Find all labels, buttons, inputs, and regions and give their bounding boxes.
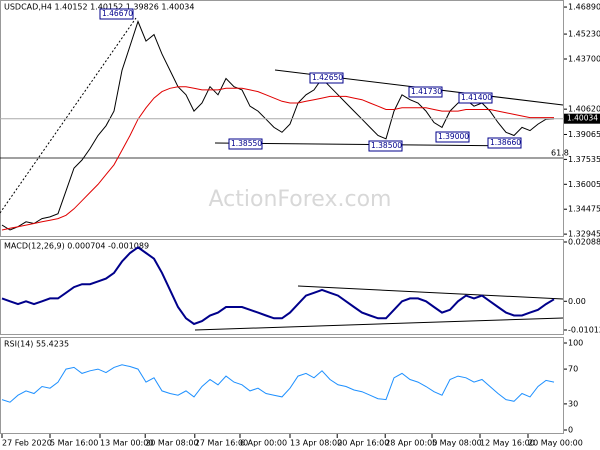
trend-line bbox=[214, 142, 521, 147]
series-line bbox=[1, 86, 554, 231]
trend-line bbox=[194, 317, 564, 331]
y-tick-label: 1.45230 bbox=[568, 30, 600, 39]
last-price-label: 1.40034 bbox=[567, 114, 598, 123]
price-annotation: 1.42650 bbox=[312, 73, 343, 82]
y-tick-label: 0 bbox=[568, 426, 573, 435]
y-tick-label: -0.010121 bbox=[568, 326, 600, 335]
price-annotation: 1.41730 bbox=[411, 87, 442, 96]
macd-panel bbox=[0, 239, 564, 335]
y-tick-label: 70 bbox=[568, 365, 578, 374]
rsi-panel bbox=[0, 337, 564, 434]
price-annotation: 1.38550 bbox=[231, 139, 262, 148]
series-line bbox=[1, 246, 555, 326]
x-tick-label: 13 Mar 00:00 bbox=[100, 439, 153, 448]
x-tick-label: 13 Apr 08:00 bbox=[290, 439, 342, 448]
x-tick-label: 5 Mar 16:00 bbox=[50, 439, 98, 448]
price-annotation-box bbox=[435, 131, 470, 143]
y-tick-label: 1.43700 bbox=[568, 54, 600, 63]
price-annotation-box bbox=[368, 140, 403, 152]
x-tick-label: 28 Apr 00:00 bbox=[385, 439, 437, 448]
trend-line bbox=[297, 285, 564, 300]
y-tick-label: 0.020884 bbox=[568, 238, 600, 247]
y-tick-label: 1.40620 bbox=[568, 105, 600, 114]
price-annotation-box bbox=[228, 138, 263, 150]
y-tick-label: 0.00 bbox=[568, 297, 586, 306]
chart-title: MACD(12,26,9) 0.000704 -0.001089 bbox=[4, 242, 149, 251]
watermark: ActionForex.com bbox=[209, 187, 392, 212]
y-tick-label: 1.46890 bbox=[568, 3, 600, 12]
price-annotation-box bbox=[309, 72, 344, 84]
price-annotation-box bbox=[487, 137, 522, 149]
y-tick-label: 30 bbox=[568, 399, 578, 408]
y-tick-label: 100 bbox=[568, 339, 583, 348]
x-tick-label: 20 Mar 08:00 bbox=[145, 439, 198, 448]
x-tick-label: 27 Feb 2020 bbox=[2, 439, 52, 448]
price-annotation: 1.46670 bbox=[102, 9, 133, 18]
price-annotation-box bbox=[408, 86, 443, 98]
price-annotation-box bbox=[458, 92, 493, 104]
y-tick-label: 1.34475 bbox=[568, 205, 600, 214]
price-annotation: 1.41400 bbox=[461, 93, 492, 102]
price-annotation: 1.38500 bbox=[371, 141, 402, 150]
fib-label: 61.8 bbox=[551, 149, 569, 158]
x-tick-label: 5 May 08:00 bbox=[432, 439, 482, 448]
y-tick-label: 1.36005 bbox=[568, 180, 600, 189]
x-tick-label: 20 Apr 16:00 bbox=[337, 439, 389, 448]
chart-title: USDCAD,H4 1.40152 1.40152 1.39826 1.4003… bbox=[4, 3, 194, 12]
y-tick-label: 1.37535 bbox=[568, 155, 600, 164]
x-tick-label: 12 May 16:00 bbox=[480, 439, 535, 448]
y-tick-label: 1.39065 bbox=[568, 130, 600, 139]
x-tick-label: 6 Apr 00:00 bbox=[240, 439, 287, 448]
price-annotation: 1.39000 bbox=[438, 132, 469, 141]
series-line bbox=[1, 364, 555, 403]
x-tick-label: 20 May 00:00 bbox=[528, 439, 583, 448]
price-annotation-box bbox=[99, 8, 134, 20]
last-price-box bbox=[564, 113, 600, 124]
x-tick-label: 27 Mar 16:00 bbox=[195, 439, 248, 448]
y-tick-label: 1.32945 bbox=[568, 230, 600, 239]
chart-title: RSI(14) 55.4235 bbox=[4, 340, 69, 349]
price-annotation: 1.38660 bbox=[490, 138, 521, 147]
